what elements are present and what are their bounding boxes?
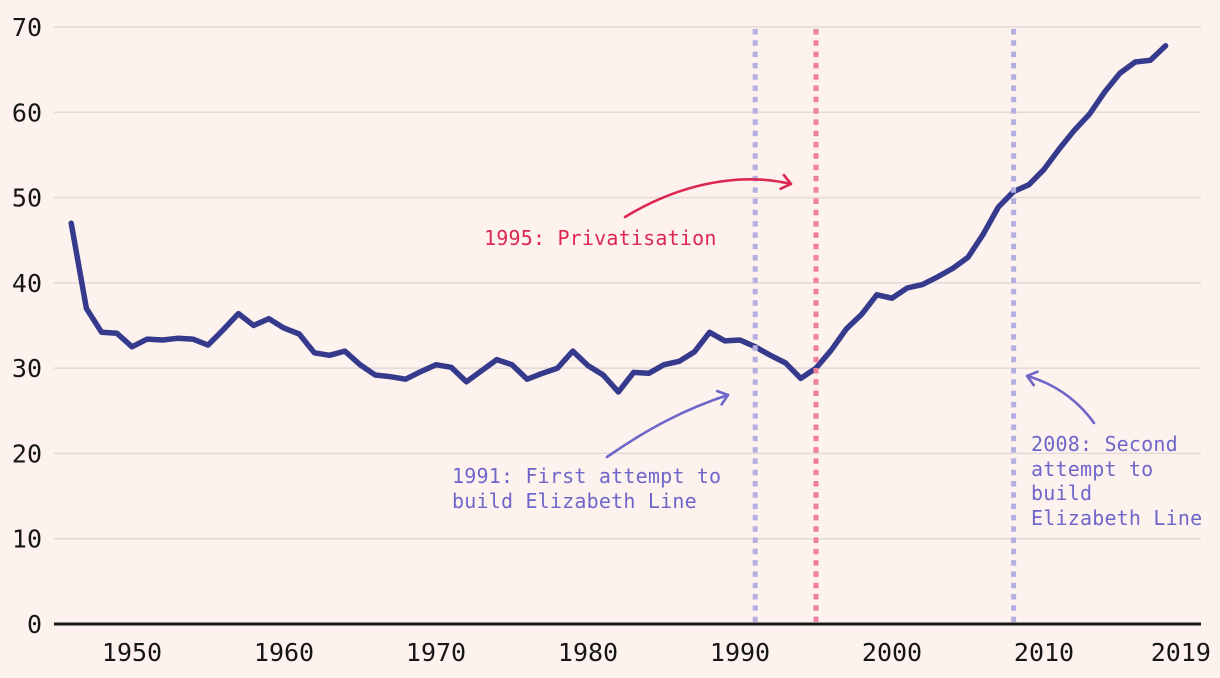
x-tick-1950: 1950 (102, 638, 162, 667)
x-tick-labels: 1950 1960 1970 1980 1990 2000 2010 2019 (102, 638, 1211, 667)
y-tick-70: 70 (12, 13, 42, 42)
x-tick-2000: 2000 (862, 638, 922, 667)
arrow-2008 (1025, 370, 1096, 425)
annotation-2008-second-attempt: 2008: Second attempt to build Elizabeth … (1031, 432, 1203, 530)
y-tick-20: 20 (12, 439, 42, 468)
arrow-1991 (605, 389, 730, 459)
y-tick-30: 30 (12, 354, 42, 383)
x-tick-1970: 1970 (406, 638, 466, 667)
x-tick-1990: 1990 (710, 638, 770, 667)
x-tick-1980: 1980 (558, 638, 618, 667)
y-tick-50: 50 (12, 184, 42, 213)
y-tick-0: 0 (27, 610, 42, 639)
x-tick-2019: 2019 (1151, 638, 1211, 667)
annotation-1995-privatisation: 1995: Privatisation (484, 226, 717, 250)
annotation-1991-first-attempt: 1991: First attempt to build Elizabeth L… (452, 464, 722, 513)
y-tick-40: 40 (12, 269, 42, 298)
gridlines (54, 26, 1201, 540)
y-tick-10: 10 (12, 525, 42, 554)
y-tick-60: 60 (12, 98, 42, 127)
y-tick-labels: 0 10 20 30 40 50 60 70 (12, 13, 42, 639)
x-tick-1960: 1960 (254, 638, 314, 667)
x-tick-2010: 2010 (1014, 638, 1074, 667)
arrow-1995 (623, 173, 793, 219)
data-line (68, 43, 1169, 395)
